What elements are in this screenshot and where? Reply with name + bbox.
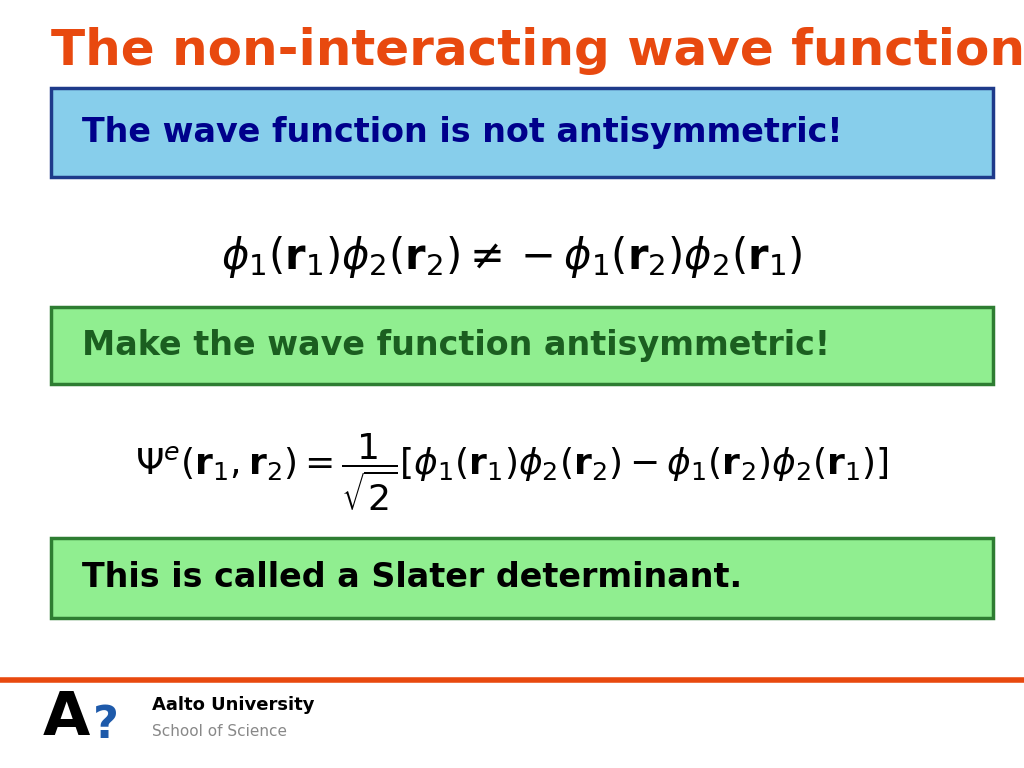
Text: The non-interacting wave function: The non-interacting wave function [51,27,1024,75]
Text: The wave function is not antisymmetric!: The wave function is not antisymmetric! [82,116,843,148]
Text: A: A [43,689,90,747]
Text: Aalto University: Aalto University [152,696,314,714]
FancyBboxPatch shape [51,538,993,618]
FancyBboxPatch shape [51,307,993,384]
Text: Make the wave function antisymmetric!: Make the wave function antisymmetric! [82,329,829,362]
FancyBboxPatch shape [51,88,993,177]
Text: ?: ? [92,704,119,747]
Text: School of Science: School of Science [152,723,287,739]
Text: $\phi_1(\mathbf{r}_1)\phi_2(\mathbf{r}_2) \neq -\phi_1(\mathbf{r}_2)\phi_2(\math: $\phi_1(\mathbf{r}_1)\phi_2(\mathbf{r}_2… [221,234,803,280]
Text: This is called a Slater determinant.: This is called a Slater determinant. [82,561,742,594]
Text: $\Psi^e(\mathbf{r}_1, \mathbf{r}_2) = \dfrac{1}{\sqrt{2}}\left[\phi_1(\mathbf{r}: $\Psi^e(\mathbf{r}_1, \mathbf{r}_2) = \d… [135,432,889,513]
